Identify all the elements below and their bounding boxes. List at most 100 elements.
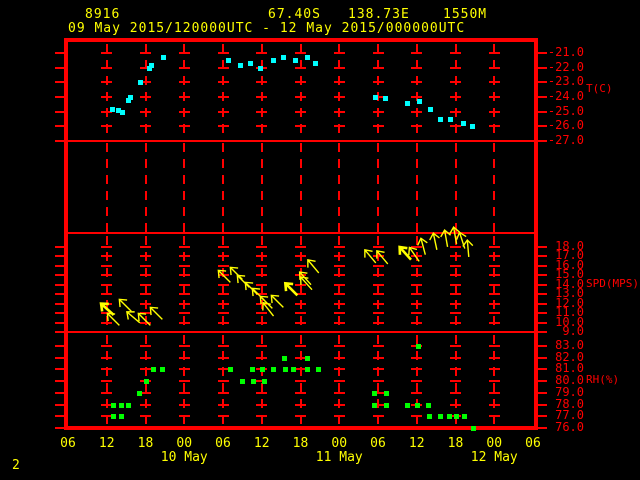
grid-cross — [372, 125, 384, 128]
grid-cross — [333, 96, 345, 98]
grid-cross — [140, 356, 151, 359]
x-date-label: 12 May — [470, 450, 518, 465]
grid-cross — [256, 312, 268, 315]
grid-cross — [411, 427, 423, 429]
y-tick-left — [55, 427, 64, 429]
y-tick-label: 17.0 — [555, 248, 584, 263]
relative-humidity-point — [427, 414, 433, 420]
grid-cross — [140, 427, 151, 429]
grid-cross — [101, 52, 113, 54]
grid-cross — [178, 356, 190, 359]
y-tick-left — [55, 125, 64, 128]
grid-cross — [450, 321, 461, 324]
grid-cross — [217, 331, 229, 333]
grid-cross — [140, 283, 151, 286]
grid-cross — [256, 96, 268, 98]
grid-cross — [333, 321, 345, 324]
grid-cross — [178, 246, 190, 248]
grid-cross — [411, 391, 423, 394]
relative-humidity-point — [250, 379, 256, 385]
panel-separator-line — [66, 232, 534, 234]
temperature-point — [428, 106, 434, 112]
grid-column — [415, 44, 418, 141]
grid-column — [338, 44, 341, 141]
grid-cross — [178, 96, 190, 98]
temperature-point — [270, 58, 276, 64]
grid-cross — [450, 125, 461, 128]
relative-humidity-point — [383, 390, 389, 396]
grid-cross — [178, 403, 190, 406]
grid-column — [222, 143, 224, 233]
grid-cross — [101, 403, 113, 406]
y-tick-label: 10.0 — [555, 314, 584, 329]
wind-arrow — [229, 266, 243, 280]
temperature-point — [146, 65, 152, 71]
grid-cross — [217, 391, 229, 394]
grid-cross — [411, 321, 423, 324]
y-tick-right — [538, 427, 547, 429]
relative-humidity-point — [372, 402, 378, 408]
grid-cross — [488, 331, 500, 333]
grid-cross — [488, 321, 500, 324]
grid-cross — [256, 415, 268, 418]
x-date-label: 11 May — [315, 450, 363, 465]
y-tick-left — [55, 96, 64, 98]
grid-cross — [411, 66, 423, 69]
page-number: 2 — [12, 458, 21, 473]
grid-column — [144, 143, 147, 233]
grid-cross — [488, 246, 500, 248]
grid-cross — [295, 380, 306, 383]
grid-cross — [450, 368, 461, 371]
grid-cross — [101, 345, 113, 347]
grid-column — [183, 44, 186, 141]
grid-cross — [217, 356, 229, 359]
y-tick-right — [538, 283, 547, 286]
grid-cross — [140, 391, 151, 394]
grid-cross — [295, 283, 306, 286]
wind-arrow — [448, 225, 460, 244]
y-tick-label: -24.0 — [547, 89, 584, 103]
y-tick-left — [55, 312, 64, 315]
x-tick-label: 00 — [331, 436, 348, 451]
x-date-label: 10 May — [160, 450, 208, 465]
relative-humidity-point — [259, 367, 265, 373]
grid-cross — [295, 140, 306, 142]
y-tick-left — [55, 264, 64, 267]
y-tick-right — [538, 96, 547, 98]
grid-cross — [256, 52, 268, 54]
relative-humidity-point — [405, 402, 411, 408]
grid-cross — [295, 264, 306, 267]
temperature-point — [115, 108, 121, 114]
grid-cross — [256, 302, 268, 305]
y-tick-left — [55, 293, 64, 296]
relative-humidity-point — [118, 402, 124, 408]
grid-cross — [217, 403, 229, 406]
temperature-point — [448, 117, 454, 122]
grid-cross — [450, 312, 461, 315]
grid-cross — [488, 427, 500, 429]
grid-cross — [101, 321, 113, 324]
temperature-point — [248, 61, 254, 67]
y-tick-left — [55, 302, 64, 305]
y-tick-left — [55, 283, 64, 286]
y-tick-label: -23.0 — [547, 74, 584, 89]
grid-cross — [140, 321, 151, 324]
grid-cross — [450, 274, 461, 277]
grid-cross — [140, 140, 151, 142]
grid-cross — [295, 52, 306, 54]
grid-column — [454, 44, 457, 141]
grid-cross — [488, 356, 500, 359]
grid-cross — [411, 274, 423, 277]
grid-cross — [372, 274, 384, 277]
grid-cross — [217, 125, 229, 128]
grid-cross — [411, 81, 423, 84]
grid-cross — [372, 52, 384, 54]
y-tick-right — [538, 415, 547, 418]
grid-cross — [372, 283, 384, 286]
grid-cross — [101, 283, 113, 286]
grid-cross — [101, 391, 113, 394]
grid-cross — [450, 66, 461, 69]
grid-column — [183, 143, 186, 233]
grid-cross — [372, 345, 384, 347]
grid-cross — [178, 125, 190, 128]
